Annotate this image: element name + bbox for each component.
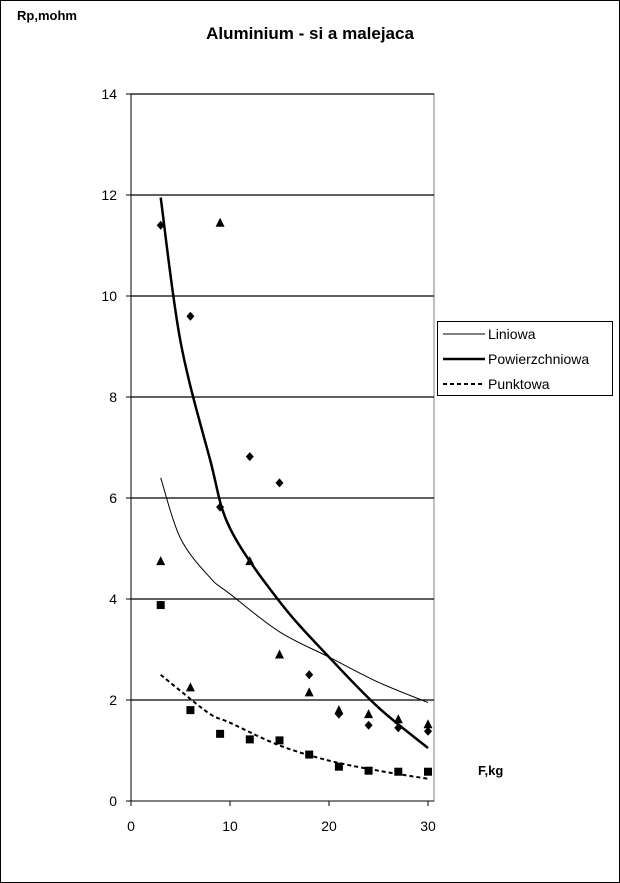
point-liniowa	[393, 714, 403, 724]
point-punktowa	[156, 601, 165, 610]
point-powierzchniowa	[305, 670, 314, 680]
point-liniowa	[245, 556, 255, 566]
point-punktowa	[216, 729, 225, 738]
chart-title: Aluminium - si a malejaca	[206, 24, 414, 43]
legend-line-punktowa	[443, 383, 485, 385]
legend-item-powierzchniowa: Powierzchniowa	[438, 349, 612, 369]
y-tick-label: 6	[109, 490, 117, 506]
legend-line-liniowa	[443, 333, 485, 335]
y-axis-label: Rp,mohm	[17, 8, 77, 23]
y-tick-label: 0	[109, 793, 117, 809]
point-powierzchniowa	[245, 452, 254, 462]
point-powierzchniowa	[186, 311, 195, 321]
point-punktowa	[305, 750, 314, 759]
point-liniowa	[185, 682, 195, 692]
point-liniowa	[304, 687, 314, 697]
plot-area	[130, 93, 435, 802]
x-axis-label: F,kg	[478, 763, 504, 778]
point-liniowa	[423, 719, 433, 729]
point-liniowa	[215, 217, 225, 227]
trendline-punktowa	[160, 673, 429, 780]
x-tick-label: 30	[420, 818, 436, 834]
point-powierzchniowa	[334, 709, 343, 719]
point-punktowa	[186, 706, 195, 715]
point-powierzchniowa	[424, 726, 432, 736]
point-powierzchniowa	[275, 478, 284, 488]
legend: Liniowa Powierzchniowa Punktowa	[437, 321, 613, 396]
y-tick-label: 8	[109, 389, 117, 405]
legend-label-powierzchniowa: Powierzchniowa	[488, 351, 590, 367]
trendline-liniowa	[160, 477, 429, 703]
point-punktowa	[364, 766, 373, 775]
x-tick-label: 0	[127, 818, 135, 834]
x-tick-label: 10	[222, 818, 238, 834]
point-powierzchniowa	[394, 723, 403, 733]
point-powierzchniowa	[156, 220, 165, 230]
legend-label-punktowa: Punktowa	[488, 376, 550, 392]
y-tick-label: 12	[101, 187, 117, 203]
legend-label-liniowa: Liniowa	[488, 326, 536, 342]
y-tick-label: 10	[101, 288, 117, 304]
point-punktowa	[424, 767, 432, 776]
point-powierzchniowa	[216, 502, 225, 512]
legend-item-liniowa: Liniowa	[438, 324, 612, 344]
trendline-powierzchniowa	[159, 197, 429, 749]
y-tick-label: 14	[101, 86, 117, 102]
legend-line-powierzchniowa	[443, 357, 485, 361]
point-punktowa	[245, 735, 254, 744]
y-tick-label: 4	[109, 591, 117, 607]
point-punktowa	[275, 736, 284, 745]
y-tick-label: 2	[109, 692, 117, 708]
point-liniowa	[364, 709, 374, 719]
point-liniowa	[156, 556, 166, 566]
point-powierzchniowa	[364, 720, 373, 730]
point-liniowa	[334, 705, 344, 715]
x-tick-label: 20	[321, 818, 337, 834]
point-liniowa	[275, 649, 284, 659]
legend-item-punktowa: Punktowa	[438, 374, 612, 394]
point-punktowa	[394, 767, 403, 776]
point-punktowa	[334, 762, 343, 771]
